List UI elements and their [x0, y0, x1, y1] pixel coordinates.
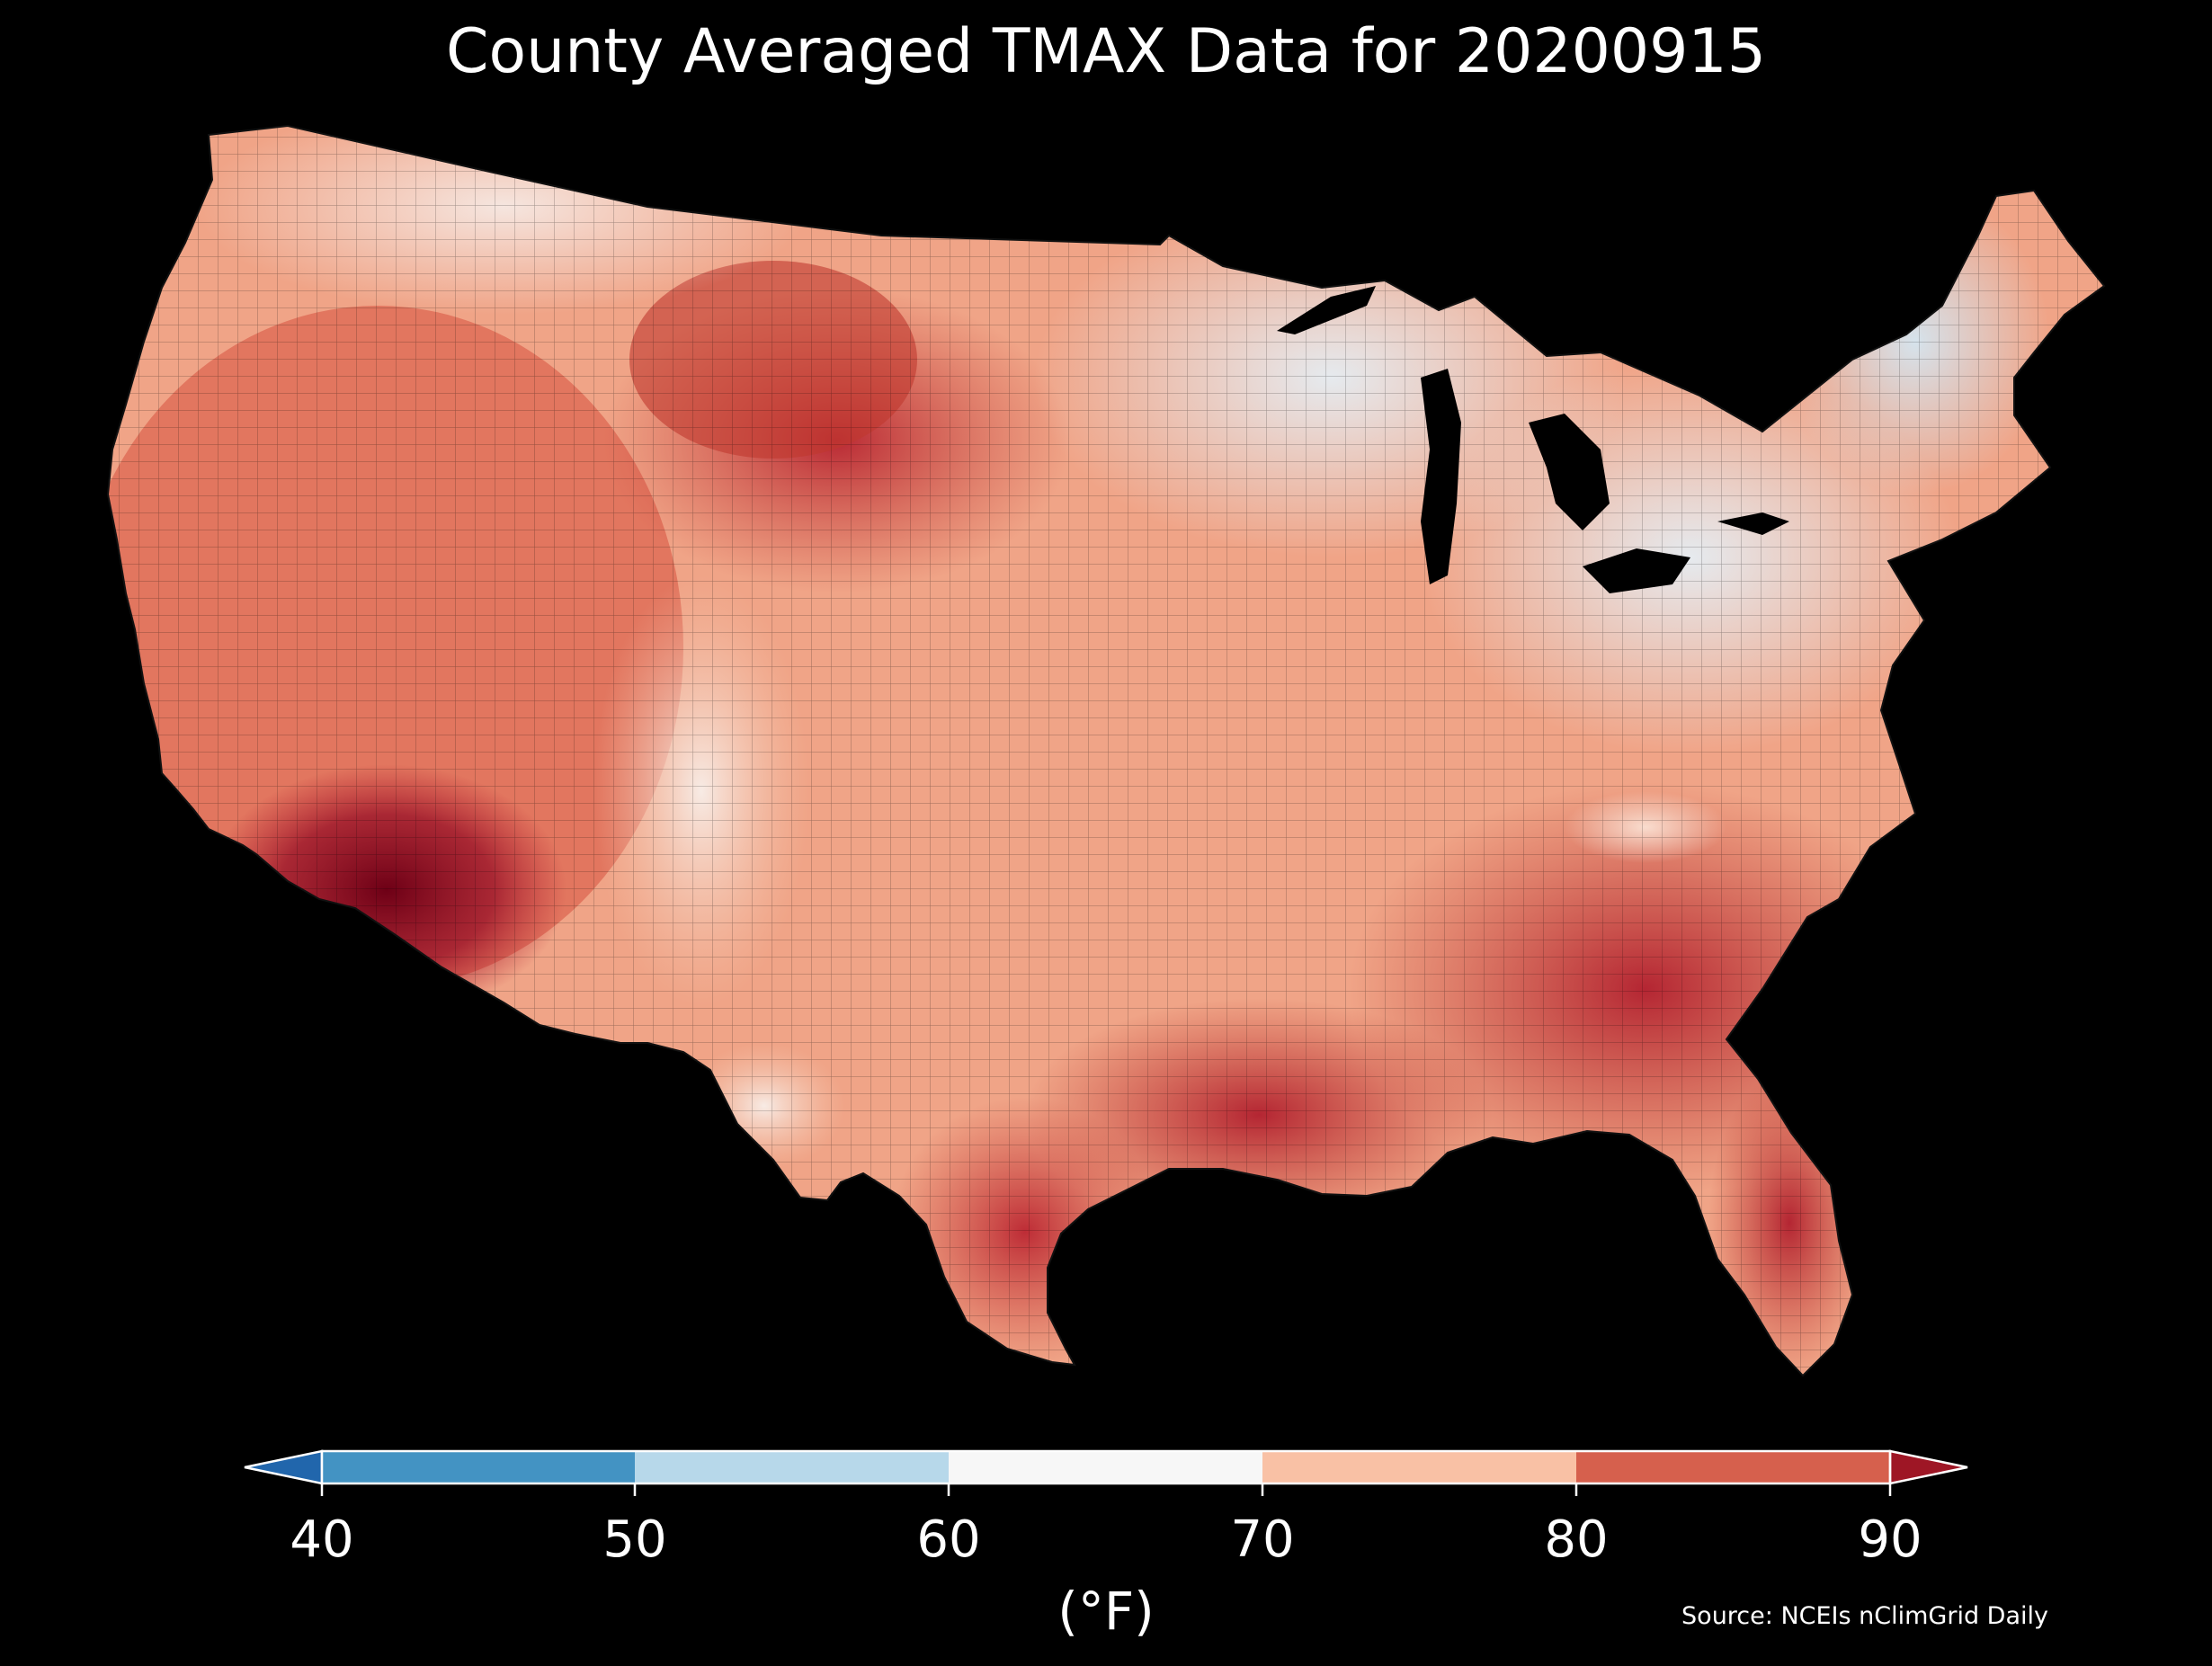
colorbar-tick-label: 60 [916, 1510, 981, 1569]
colorbar-tick-label: 90 [1858, 1510, 1922, 1569]
colorbar-tick-label: 40 [290, 1510, 354, 1569]
colorbar-ticks [320, 1483, 1892, 1496]
colorbar-frame [320, 1449, 1892, 1485]
lake-michigan [1421, 369, 1461, 584]
great-lakes [1277, 286, 1789, 593]
source-note: Source: NCEIs nClimGrid Daily [1681, 1602, 2048, 1630]
colorbar-bin-60-70 [949, 1451, 1262, 1483]
lake-erie [1583, 548, 1690, 593]
colorbar-extend-low [244, 1449, 324, 1485]
colorbar-bin-70-80 [1262, 1451, 1576, 1483]
colorbar-tick-label: 80 [1544, 1510, 1609, 1569]
colorbar-tick-label: 50 [602, 1510, 667, 1569]
lake-huron [1529, 414, 1610, 530]
colorbar-bin-80-90 [1576, 1451, 1890, 1483]
lake-superior [1277, 286, 1376, 334]
colorbar-extend-high [1888, 1449, 1968, 1485]
county-boundaries [108, 126, 2104, 1376]
map-title: County Averaged TMAX Data for 20200915 [446, 16, 1766, 87]
lake-ontario [1717, 512, 1789, 535]
colorbar [244, 1449, 1968, 1496]
colorbar-bin-50-60 [635, 1451, 949, 1483]
colorbar-unit-label: (°F) [1057, 1581, 1155, 1642]
colorbar-tick-label: 70 [1230, 1510, 1295, 1569]
colorbar-bin-40-50 [322, 1451, 635, 1483]
us-county-map [108, 126, 2104, 1376]
